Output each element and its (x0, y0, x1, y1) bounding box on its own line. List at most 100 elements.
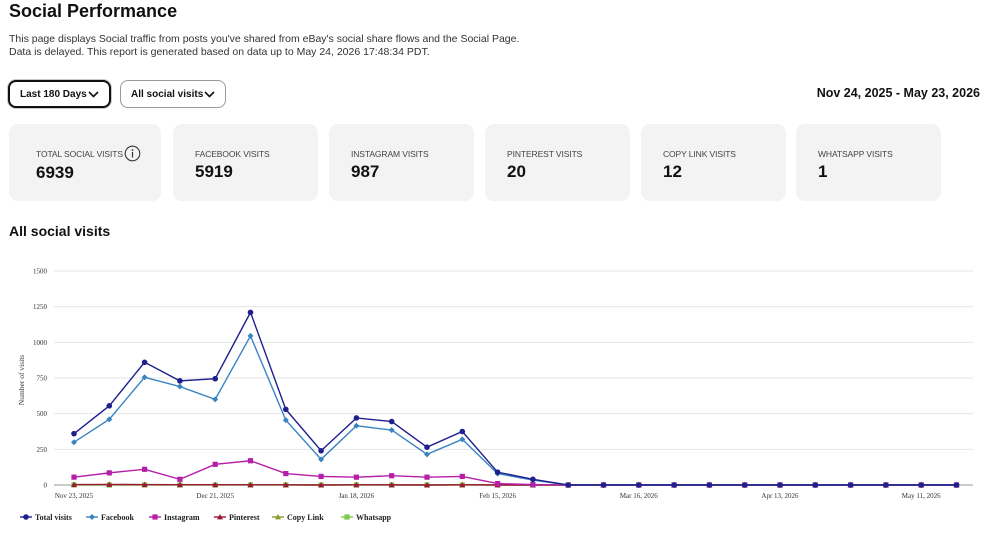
data-point-total (812, 482, 819, 488)
legend-label-facebook: Facebook (101, 513, 134, 522)
y-tick-label: 1500 (33, 268, 48, 276)
data-point-instagram (530, 481, 536, 488)
x-tick-label: Nov 23, 2025 (55, 492, 94, 500)
data-point-instagram (142, 466, 148, 472)
data-point-total (212, 375, 218, 382)
stat-label: WHATSAPP VISITS (818, 149, 893, 159)
data-point-facebook (247, 332, 254, 339)
x-tick-label: Mar 16, 2026 (620, 492, 658, 500)
legend-marker-total (23, 514, 29, 520)
data-point-total (847, 482, 854, 488)
data-point-instagram (318, 473, 324, 480)
y-axis-label: Number of visits (17, 355, 26, 405)
data-point-total (918, 482, 924, 488)
x-tick-label: Dec 21, 2025 (196, 492, 234, 500)
legend-label-instagram: Instagram (164, 513, 200, 522)
data-point-pinterest (212, 481, 219, 488)
legend-label-whatsapp: Whatsapp (356, 513, 392, 522)
data-point-facebook (71, 439, 77, 446)
date-range-dropdown-label: Last 180 Days (20, 88, 87, 100)
stat-value: 5919 (195, 162, 233, 181)
data-point-pinterest (71, 481, 77, 487)
x-tick-label: Jan 18, 2026 (339, 492, 375, 500)
data-point-total (283, 406, 289, 413)
data-point-facebook (282, 417, 289, 424)
data-point-facebook (388, 427, 395, 434)
stat-label: COPY LINK VISITS (663, 149, 736, 159)
data-point-total (106, 403, 113, 409)
data-point-instagram (389, 473, 395, 479)
data-point-instagram (71, 474, 77, 480)
data-point-total (883, 482, 889, 488)
data-point-facebook (459, 436, 466, 443)
stat-card-instagram: INSTAGRAM VISITS 987 (329, 124, 474, 201)
data-point-facebook (424, 451, 430, 458)
data-point-total (353, 415, 360, 421)
data-point-instagram (177, 476, 183, 482)
stat-card-whatsapp: WHATSAPP VISITS 1 (796, 124, 941, 201)
stat-label: PINTEREST VISITS (507, 149, 583, 159)
data-point-facebook (353, 422, 360, 429)
data-point-facebook (176, 383, 183, 390)
y-tick-label: 1250 (33, 303, 48, 311)
data-point-total (600, 482, 607, 488)
legend-marker-pinterest (217, 514, 223, 520)
stat-label: INSTAGRAM VISITS (351, 149, 429, 159)
data-point-instagram (424, 474, 430, 480)
section-title: All social visits (9, 223, 111, 239)
legend-marker-facebook (89, 514, 95, 520)
legend-marker-instagram (152, 514, 158, 520)
data-point-total (177, 378, 183, 384)
data-point-total (565, 482, 571, 488)
stat-value: 12 (663, 162, 682, 181)
data-point-instagram (495, 480, 501, 487)
data-point-pinterest (388, 481, 395, 488)
data-point-total (636, 482, 642, 488)
series-line-facebook (73, 334, 957, 486)
data-point-pinterest (106, 481, 113, 487)
data-point-total (706, 482, 713, 488)
page-title: Social Performance (9, 1, 178, 21)
data-point-total (247, 309, 254, 316)
data-point-instagram (212, 461, 218, 467)
y-tick-label: 750 (37, 375, 48, 383)
date-range-text: Nov 24, 2025 - May 23, 2026 (816, 86, 980, 100)
data-point-total (671, 482, 677, 488)
social-visits-line-chart: 0 250 500 750 1000 1250 1500 Number of visits No… (17, 268, 973, 522)
data-point-facebook (141, 374, 148, 381)
data-point-instagram (283, 470, 289, 477)
info-icon[interactable] (124, 145, 141, 167)
data-point-pinterest (176, 481, 183, 488)
description-line-1: This page displays Social traffic from p… (9, 33, 520, 45)
stat-card-pinterest: PINTEREST VISITS 20 (485, 124, 630, 201)
stat-value: 1 (818, 162, 828, 181)
data-point-pinterest (318, 482, 325, 488)
data-point-total (459, 428, 466, 435)
data-point-total (741, 482, 748, 488)
data-point-pinterest (424, 482, 430, 488)
date-range-dropdown[interactable]: Last 180 Days (8, 80, 111, 108)
data-point-instagram (353, 474, 359, 480)
visit-type-dropdown-label: All social visits (131, 88, 204, 100)
data-point-facebook (106, 416, 113, 423)
x-tick-label: May 11, 2026 (902, 492, 941, 500)
data-point-total (494, 469, 501, 475)
legend-marker-whatsapp (344, 514, 350, 520)
visit-type-dropdown[interactable]: All social visits (120, 80, 226, 108)
legend-label-copylink: Copy Link (287, 513, 324, 522)
chevron-down-icon (204, 90, 215, 98)
data-point-facebook (212, 396, 219, 403)
data-point-pinterest (459, 481, 466, 488)
data-point-total (424, 444, 430, 450)
x-tick-label: Apr 13, 2026 (761, 492, 799, 500)
y-tick-label: 1000 (33, 339, 48, 347)
y-tick-label: 0 (44, 482, 48, 490)
stat-value: 20 (507, 162, 526, 181)
stat-label: FACEBOOK VISITS (195, 149, 270, 159)
page-description: This page displays Social traffic from p… (9, 33, 519, 59)
data-point-total (953, 482, 960, 488)
data-point-total (530, 476, 536, 483)
stat-card-copy-link: COPY LINK VISITS 12 (641, 124, 786, 201)
data-point-total (71, 430, 77, 437)
data-point-total (777, 482, 783, 488)
